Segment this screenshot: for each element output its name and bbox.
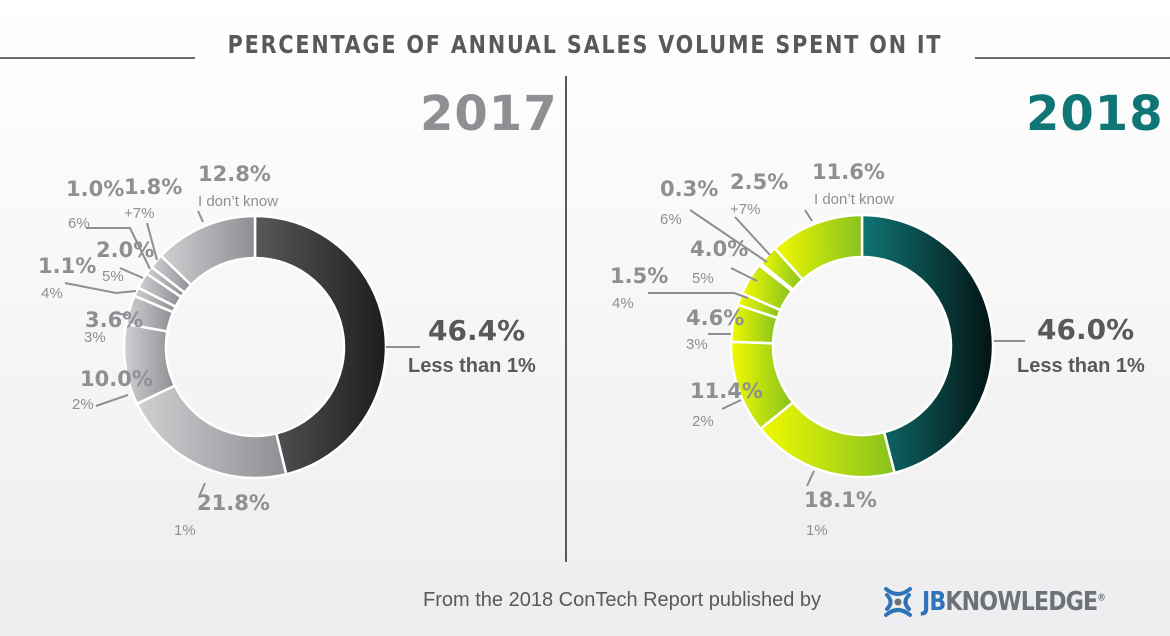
- logo-knowledge: KNOWLEDGE: [945, 587, 1098, 617]
- slice-category-label: 6%: [68, 215, 90, 232]
- slice-category-label: 4%: [612, 295, 634, 312]
- slice-value-label: 1.5%: [610, 264, 668, 288]
- leader-line: [648, 292, 749, 299]
- slice-category-label: 1%: [174, 522, 196, 539]
- leader-line: [86, 227, 151, 270]
- leader-line: [95, 394, 129, 407]
- leader-line: [146, 222, 158, 261]
- panel-divider: [565, 76, 567, 562]
- slice-value-label: 11.4%: [690, 379, 763, 403]
- slice-category-label: 2%: [72, 396, 94, 413]
- slice-category-label: 5%: [692, 270, 714, 287]
- slice-category-label: I don’t know: [198, 193, 278, 210]
- slice-category-label: +7%: [730, 201, 760, 218]
- leader-line: [806, 470, 815, 487]
- slice-2017-i-don-t-know: [159, 214, 257, 287]
- logo-jb: JB: [922, 587, 946, 617]
- slice-2017-1-: [135, 383, 288, 480]
- slice-category-label: 3%: [84, 329, 106, 346]
- jbknowledge-logo[interactable]: JBKNOWLEDGE®: [882, 585, 1137, 619]
- slice-value-label: 46.4%: [428, 314, 525, 347]
- leader-line: [730, 267, 758, 282]
- slice-category-label: 5%: [102, 268, 124, 285]
- slice-category-label: 2%: [692, 413, 714, 430]
- source-footer: From the 2018 ConTech Report published b…: [423, 589, 822, 611]
- leader-line: [64, 282, 137, 295]
- slice-value-label: 21.8%: [197, 491, 270, 515]
- slice-value-label: 1.1%: [38, 254, 96, 278]
- slice-category-label: 3%: [686, 336, 708, 353]
- slice-2017-less-than-1-: [253, 214, 388, 476]
- slice-value-label: 2.5%: [730, 170, 788, 194]
- slice-value-label: 46.0%: [1037, 313, 1134, 346]
- slice-value-label: 4.0%: [690, 237, 748, 261]
- year-2017-heading: 2017: [420, 86, 558, 142]
- leader-line: [721, 399, 742, 410]
- jbknowledge-logo-icon: [884, 587, 912, 617]
- slice-2018-i-don-t-know: [772, 213, 864, 282]
- leader-line: [198, 482, 206, 498]
- slice-value-label: 4.6%: [686, 306, 744, 330]
- slice-value-label: 3.6%: [85, 308, 143, 332]
- slice-value-label: 2.0%: [96, 238, 154, 262]
- slice-value-label: 11.6%: [812, 160, 885, 184]
- slice-category-label: 6%: [660, 211, 682, 228]
- leader-line: [119, 267, 144, 279]
- title-rule-right: [975, 57, 1170, 59]
- slice-category-label: Less than 1%: [1017, 355, 1145, 377]
- title-rule-left: [0, 57, 195, 59]
- leader-line: [734, 216, 771, 256]
- leader-line: [804, 209, 813, 222]
- leader-line: [197, 210, 204, 223]
- slice-value-label: 10.0%: [80, 367, 153, 391]
- leader-line: [689, 209, 768, 263]
- slice-category-label: +7%: [124, 205, 154, 222]
- slice-category-label: Less than 1%: [408, 355, 536, 377]
- slice-value-label: 12.8%: [198, 162, 271, 186]
- slice-value-label: 1.0%: [66, 177, 124, 201]
- slice-category-label: 4%: [41, 285, 63, 302]
- slice-category-label: 1%: [806, 522, 828, 539]
- chart-title: PERCENTAGE OF ANNUAL SALES VOLUME SPENT …: [227, 30, 943, 59]
- slice-2018-less-than-1-: [860, 213, 995, 475]
- slice-value-label: 18.1%: [804, 488, 877, 512]
- logo-registered: ®: [1097, 592, 1105, 604]
- year-2018-heading: 2018: [1026, 86, 1164, 142]
- leader-line: [113, 312, 129, 316]
- slice-value-label: 0.3%: [660, 177, 718, 201]
- slice-category-label: I don’t know: [814, 191, 894, 208]
- slice-value-label: 1.8%: [124, 175, 182, 199]
